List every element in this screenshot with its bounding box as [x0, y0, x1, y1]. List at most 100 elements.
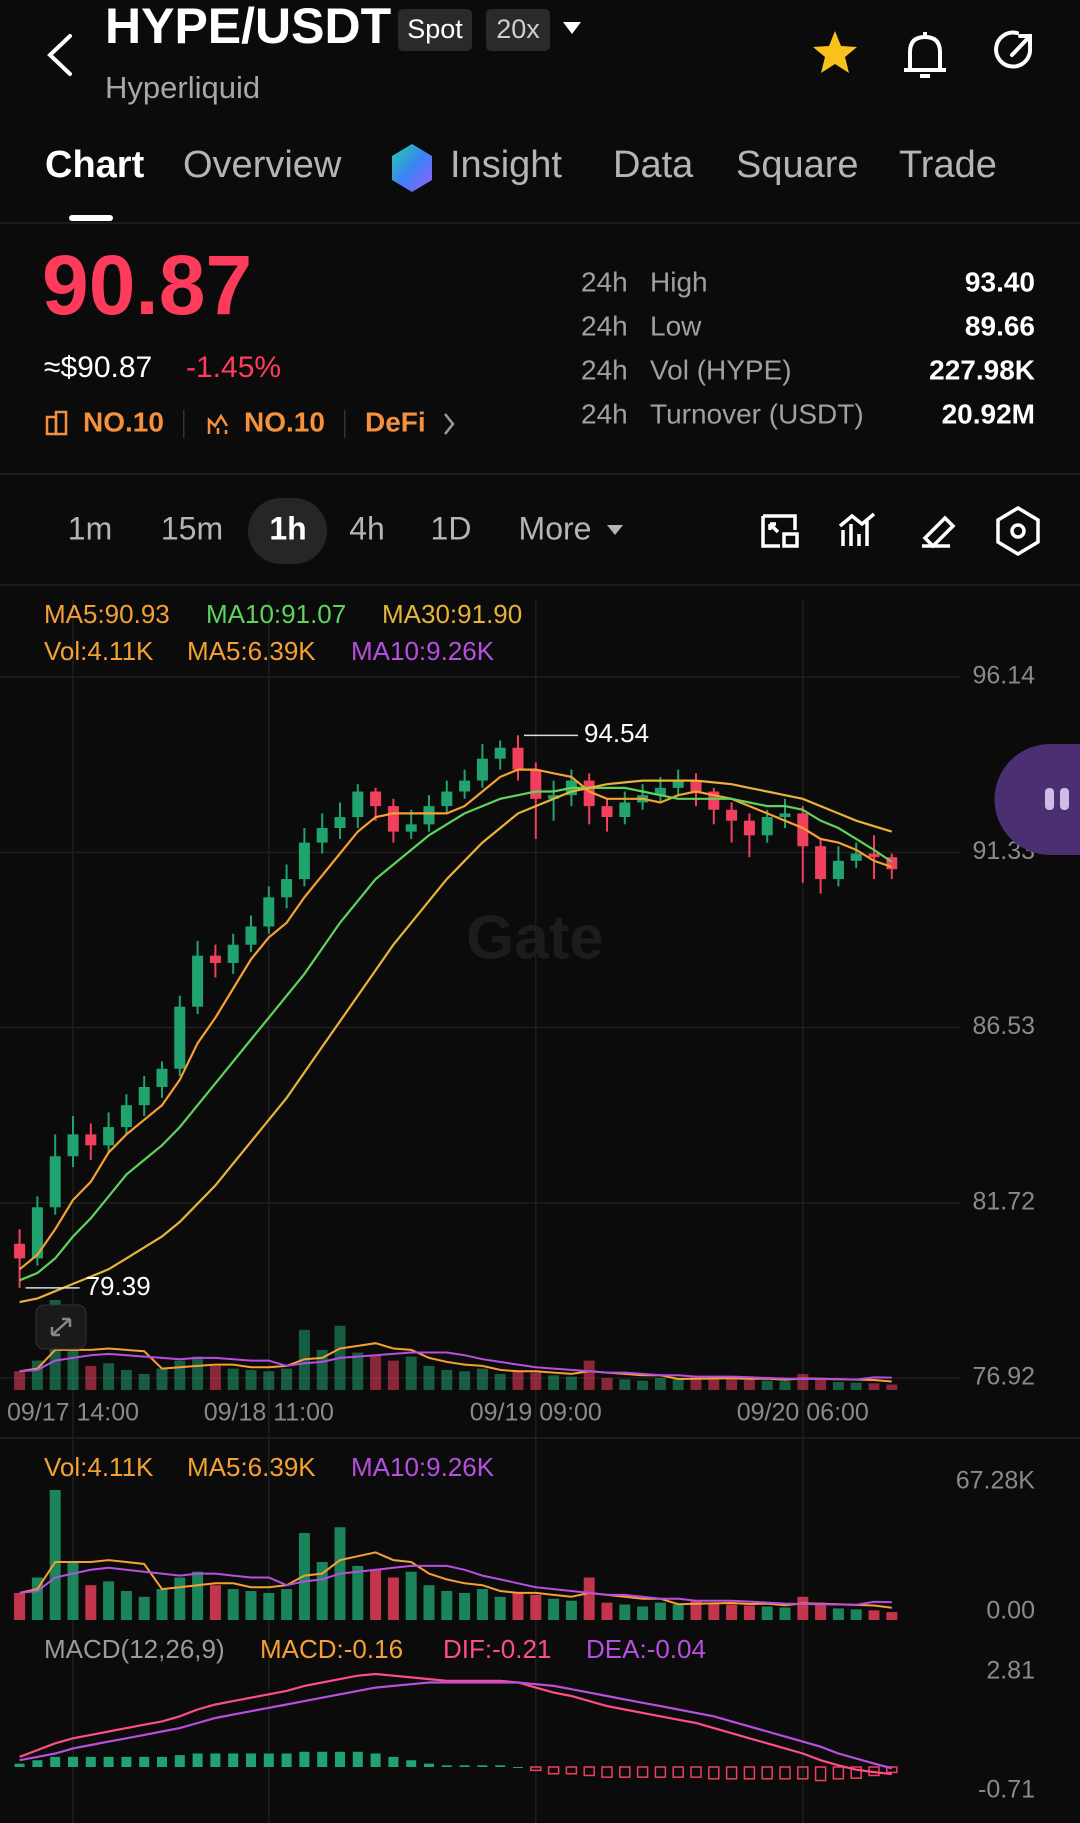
volume-bar — [815, 1602, 827, 1620]
macd-bar — [121, 1756, 132, 1767]
interval[interactable]: More — [519, 510, 592, 546]
volume-bar — [743, 1605, 755, 1620]
volume-bar-overlay — [423, 1365, 435, 1390]
macd-bar — [85, 1756, 96, 1767]
volume-bar — [120, 1591, 132, 1620]
stat-period: 24h — [581, 266, 628, 297]
macd-legend: DIF:-0.21 — [443, 1634, 551, 1664]
candle-body — [49, 1156, 61, 1208]
divider — [0, 1437, 1080, 1439]
volume-bar — [192, 1571, 204, 1620]
alert-bell[interactable] — [904, 32, 946, 78]
volume-legend: MA10:9.26K — [351, 1452, 495, 1482]
sector-tag[interactable]: DeFi — [365, 406, 426, 437]
candle-body — [120, 1105, 132, 1128]
bubble-eye — [1045, 788, 1054, 810]
back-button[interactable] — [47, 34, 72, 76]
macd-bar — [335, 1751, 345, 1767]
macd-bar — [513, 1766, 523, 1768]
volume-bar-overlay — [619, 1379, 631, 1390]
macd-bar — [797, 1766, 809, 1780]
high-label: 94.54 — [584, 718, 649, 748]
volume-bar — [352, 1565, 364, 1620]
stat-label: Turnover (USDT) — [650, 398, 864, 429]
volume-bar-overlay — [815, 1377, 827, 1390]
macd-bar — [832, 1766, 845, 1780]
volume-bar-overlay — [245, 1369, 257, 1390]
tab[interactable]: Overview — [183, 144, 342, 186]
macd-bar — [850, 1766, 862, 1779]
stat-value: 93.40 — [965, 266, 1035, 297]
volume-bar — [797, 1596, 809, 1620]
dropdown-arrow[interactable] — [563, 22, 581, 34]
volume-bar — [174, 1577, 186, 1620]
volume-bar — [227, 1589, 239, 1620]
last-price: 90.87 — [42, 238, 252, 332]
candle-body — [441, 791, 453, 807]
volume-tick-label: 0.00 — [986, 1597, 1035, 1625]
volume-rank: NO.10 — [244, 406, 325, 437]
interval[interactable]: 1h — [269, 510, 306, 546]
ma-line — [19, 786, 893, 1282]
volume-bar — [494, 1596, 506, 1620]
volume-bar-overlay — [797, 1373, 809, 1390]
spot-badge: Spot — [407, 14, 463, 44]
market-rank: NO.10 — [83, 406, 164, 437]
volume-ma-line — [19, 1551, 892, 1609]
volume-bar — [156, 1589, 168, 1620]
interval[interactable]: 1D — [431, 510, 472, 546]
candle-body — [743, 820, 755, 836]
volume-legend: Vol:4.11K — [44, 1452, 154, 1482]
volume-bar-overlay — [316, 1349, 328, 1390]
macd-bar — [14, 1763, 25, 1767]
candle-body — [886, 857, 898, 870]
volume-bar — [548, 1598, 560, 1620]
volume-bar — [441, 1591, 453, 1620]
price-change: -1.45% — [186, 351, 281, 384]
macd-bar — [406, 1760, 417, 1767]
volume-bar-overlay — [476, 1368, 488, 1390]
macd-bar — [317, 1751, 328, 1767]
favorite-star[interactable] — [813, 31, 857, 73]
candle-body — [672, 780, 684, 788]
macd-bar — [565, 1766, 578, 1775]
macd-bar — [441, 1765, 452, 1767]
tab[interactable]: Trade — [899, 144, 997, 186]
y-tick-label: 86.53 — [972, 1012, 1035, 1040]
macd-bar — [672, 1766, 684, 1778]
volume-bar-overlay — [209, 1365, 221, 1390]
candle-body — [868, 853, 880, 858]
volume-tick-label: 67.28K — [956, 1467, 1036, 1495]
tab-underline — [69, 215, 113, 221]
tab[interactable]: Chart — [45, 144, 145, 186]
tab[interactable]: Square — [736, 144, 859, 186]
tab[interactable]: Insight — [450, 144, 562, 186]
volume-bar-overlay — [387, 1360, 399, 1390]
x-tick-label: 09/18 11:00 — [204, 1399, 334, 1427]
share-button[interactable] — [994, 30, 1033, 69]
candle-body — [832, 860, 844, 880]
stat-value: 89.66 — [965, 310, 1035, 341]
macd-bar — [601, 1766, 613, 1778]
macd-bar — [192, 1753, 203, 1767]
intervals: 1m 15m 1h 4h 1D More — [68, 510, 592, 546]
macd-bar — [725, 1766, 738, 1780]
divider — [0, 584, 1080, 586]
interval[interactable]: 4h — [349, 510, 385, 546]
interval[interactable]: 1m — [68, 510, 112, 546]
interval[interactable]: 15m — [161, 510, 223, 546]
macd-bar — [50, 1756, 61, 1767]
volume-bar-overlay — [548, 1375, 560, 1390]
volume-bar — [31, 1577, 43, 1620]
volume-bar-overlay — [14, 1371, 26, 1390]
chart-tools[interactable] — [761, 505, 1040, 557]
volume-legend: MA5:6.39K — [187, 1452, 316, 1482]
chevron — [444, 413, 455, 435]
volume-bar-overlay — [726, 1379, 738, 1390]
dropdown-arrow[interactable] — [607, 525, 623, 535]
assistant-bubble[interactable] — [994, 744, 1080, 856]
tab[interactable]: Data — [613, 144, 694, 186]
macd-bar — [139, 1756, 150, 1767]
volume-bar — [583, 1577, 595, 1620]
